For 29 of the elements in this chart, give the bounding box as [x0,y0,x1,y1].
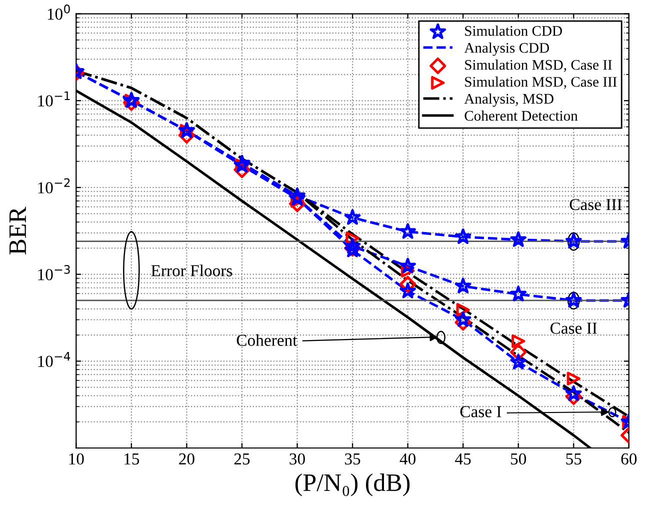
legend-label: Simulation CDD [465,26,562,36]
legend-label: Coherent Detection [464,110,578,121]
annotation: Case II [550,322,597,334]
y-axis-title: BER [10,206,26,255]
y-tick-label: 10$^{−4}$ [38,352,70,368]
x-tick-label: 20 [179,453,194,465]
annotation: Coherent [236,334,298,346]
x-tick-label: 40 [400,453,416,465]
x-tick-label: 45 [455,453,471,465]
x-tick-label: 35 [344,453,360,465]
annotation: Case I [460,406,502,418]
annotation: Case III [570,198,622,210]
x-tick-label: 15 [124,453,140,465]
legend-label: Simulation MSD, Case II [465,60,612,72]
x-tick-label: 50 [510,453,526,465]
annotation: Error Floors [151,264,232,276]
x-tick-label: 25 [234,453,250,465]
x-tick-label: 30 [290,453,305,465]
y-tick-label: 10$^{−3}$ [38,265,70,280]
x-tick-label: 60 [621,453,637,465]
y-tick-label: 10$^{0}$ [48,4,70,20]
x-tick-label: 55 [566,454,582,465]
x-tick-label: 10 [69,453,84,465]
x-axis-title: (P/N₀) (dB) [295,474,410,496]
y-tick-label: 10$^{−1}$ [38,91,70,107]
legend-label: Analysis CDD [464,42,550,56]
legend-label: Simulation MSD, Case III [465,76,617,89]
y-tick-label: 10$^{−2}$ [38,178,70,194]
legend-label: Analysis, MSD [464,93,554,107]
